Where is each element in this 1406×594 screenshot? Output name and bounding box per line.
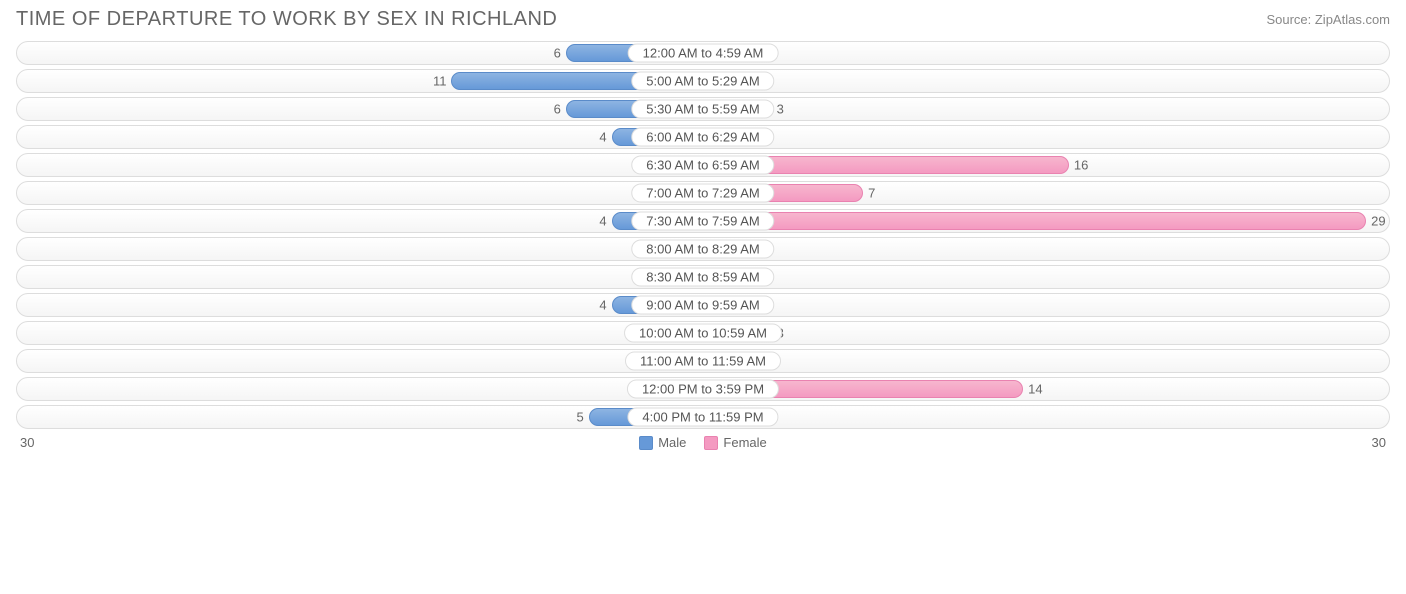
male-value: 6 [554,46,561,61]
row-label: 9:00 AM to 9:59 AM [631,296,774,315]
male-value: 6 [554,102,561,117]
female-value: 3 [777,102,784,117]
chart-row: 1105:00 AM to 5:29 AM [16,69,1390,93]
row-label: 8:30 AM to 8:59 AM [631,268,774,287]
row-label: 6:30 AM to 6:59 AM [631,156,774,175]
chart-row: 177:00 AM to 7:29 AM [16,181,1390,205]
row-track: 6 35:30 AM to 5:59 AM [16,97,1390,121]
row-label: 10:00 AM to 10:59 AM [624,324,782,343]
male-value: 4 [599,130,606,145]
chart-row: 4297:30 AM to 7:59 AM [16,209,1390,233]
chart-footer: 30 Male Female 30 [0,433,1406,450]
row-track: 1105:00 AM to 5:29 AM [16,69,1390,93]
row-label: 12:00 AM to 4:59 AM [628,44,779,63]
row-track: 419:00 AM to 9:59 AM [16,293,1390,317]
chart-row: 406:00 AM to 6:29 AM [16,125,1390,149]
chart-row: 524:00 PM to 11:59 PM [16,405,1390,429]
row-label: 5:00 AM to 5:29 AM [631,72,774,91]
male-value: 5 [576,410,583,425]
chart-row: 0011:00 AM to 11:59 AM [16,349,1390,373]
row-label: 11:00 AM to 11:59 AM [625,352,781,371]
row-track: 4297:30 AM to 7:59 AM [16,209,1390,233]
row-track: 177:00 AM to 7:29 AM [16,181,1390,205]
chart-source: Source: ZipAtlas.com [1266,12,1390,27]
row-track: 208:00 AM to 8:29 AM [16,237,1390,261]
row-track: 21412:00 PM to 3:59 PM [16,377,1390,401]
row-label: 4:00 PM to 11:59 PM [627,408,778,427]
legend: Male Female [639,435,767,450]
axis-max-left: 30 [20,435,34,450]
chart-row: 1166:30 AM to 6:59 AM [16,153,1390,177]
chart-row: 21412:00 PM to 3:59 PM [16,377,1390,401]
female-bar: 29 [703,212,1366,230]
female-value: 14 [1028,382,1042,397]
row-track: 1166:30 AM to 6:59 AM [16,153,1390,177]
row-label: 8:00 AM to 8:29 AM [631,240,774,259]
row-label: 6:00 AM to 6:29 AM [631,128,774,147]
row-label: 5:30 AM to 5:59 AM [631,100,774,119]
row-track: 008:30 AM to 8:59 AM [16,265,1390,289]
row-label: 12:00 PM to 3:59 PM [627,380,779,399]
chart-row: 008:30 AM to 8:59 AM [16,265,1390,289]
chart-row: 6012:00 AM to 4:59 AM [16,41,1390,65]
row-label: 7:00 AM to 7:29 AM [631,184,774,203]
row-label: 7:30 AM to 7:59 AM [631,212,774,231]
female-value: 29 [1371,214,1385,229]
row-track: 0011:00 AM to 11:59 AM [16,349,1390,373]
row-track: 0310:00 AM to 10:59 AM [16,321,1390,345]
legend-female-label: Female [723,435,766,450]
male-value: 4 [599,298,606,313]
axis-max-right: 30 [1372,435,1386,450]
female-value: 16 [1074,158,1088,173]
chart-row: 419:00 AM to 9:59 AM [16,293,1390,317]
chart-row: 6 35:30 AM to 5:59 AM [16,97,1390,121]
chart-header: TIME OF DEPARTURE TO WORK BY SEX IN RICH… [0,0,1406,35]
chart-title: TIME OF DEPARTURE TO WORK BY SEX IN RICH… [16,8,557,31]
legend-female: Female [704,435,766,450]
chart-row: 208:00 AM to 8:29 AM [16,237,1390,261]
male-value: 11 [433,74,447,89]
row-track: 6012:00 AM to 4:59 AM [16,41,1390,65]
legend-male-label: Male [658,435,686,450]
row-track: 524:00 PM to 11:59 PM [16,405,1390,429]
chart-area: 6012:00 AM to 4:59 AM 1105:00 AM to 5:29 … [0,35,1406,429]
legend-male: Male [639,435,686,450]
chart-row: 0310:00 AM to 10:59 AM [16,321,1390,345]
male-swatch-icon [639,436,653,450]
female-value: 7 [868,186,875,201]
female-swatch-icon [704,436,718,450]
row-track: 406:00 AM to 6:29 AM [16,125,1390,149]
male-value: 4 [599,214,606,229]
